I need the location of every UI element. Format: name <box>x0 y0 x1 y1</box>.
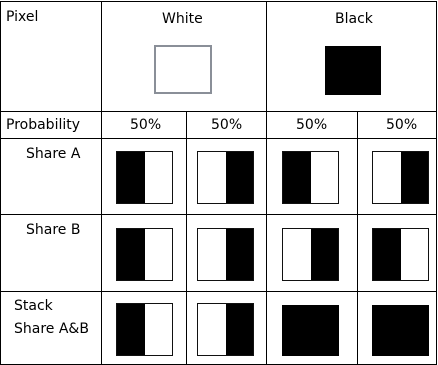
pixel-label: Pixel <box>6 9 39 25</box>
white-half <box>198 152 226 203</box>
stack-label: Stack <box>14 298 53 314</box>
share-square <box>372 228 429 281</box>
row-divider <box>0 1 437 2</box>
share-a-label: Share A <box>26 146 81 162</box>
share-square <box>197 151 254 204</box>
share-square <box>197 228 254 281</box>
row-divider <box>0 214 437 215</box>
row-divider <box>0 138 437 139</box>
white-half <box>310 152 338 203</box>
share-square <box>372 151 429 204</box>
col-divider <box>101 1 102 365</box>
probability-value: 50% <box>130 117 162 133</box>
black-label: Black <box>335 11 373 27</box>
black-half <box>373 306 401 355</box>
probability-value: 50% <box>386 117 418 133</box>
share-square <box>116 151 173 204</box>
white-half <box>198 304 226 355</box>
white-half <box>198 229 226 280</box>
black-pixel-swatch <box>325 46 381 95</box>
black-half <box>117 229 145 280</box>
col-divider <box>186 111 187 365</box>
col-divider <box>266 1 267 365</box>
black-half <box>225 304 253 355</box>
white-half <box>283 229 311 280</box>
black-half <box>373 229 401 280</box>
share-square <box>116 228 173 281</box>
black-half <box>117 304 145 355</box>
stack-share-label: Share A&B <box>14 321 89 337</box>
white-half <box>373 152 401 203</box>
probability-value: 50% <box>211 117 243 133</box>
black-half <box>310 229 338 280</box>
stack-square <box>116 303 173 356</box>
white-half <box>144 152 172 203</box>
black-half <box>117 152 145 203</box>
probability-label: Probability <box>6 117 81 133</box>
row-divider <box>0 291 437 292</box>
stack-square <box>197 303 254 356</box>
share-b-label: Share B <box>26 222 81 238</box>
white-half <box>144 229 172 280</box>
share-square <box>282 228 339 281</box>
row-divider <box>0 111 437 112</box>
white-half <box>144 304 172 355</box>
white-label: White <box>162 11 203 27</box>
stack-square <box>282 305 339 356</box>
black-half <box>310 306 338 355</box>
stack-square <box>372 305 429 356</box>
probability-value: 50% <box>296 117 328 133</box>
black-half <box>400 306 428 355</box>
black-half <box>283 306 311 355</box>
black-half <box>400 152 428 203</box>
col-divider <box>0 1 1 365</box>
black-half <box>283 152 311 203</box>
col-divider <box>436 1 437 365</box>
black-half <box>225 229 253 280</box>
black-half <box>225 152 253 203</box>
col-divider <box>357 111 358 365</box>
white-half <box>400 229 428 280</box>
share-square <box>282 151 339 204</box>
white-pixel-swatch <box>154 45 212 94</box>
